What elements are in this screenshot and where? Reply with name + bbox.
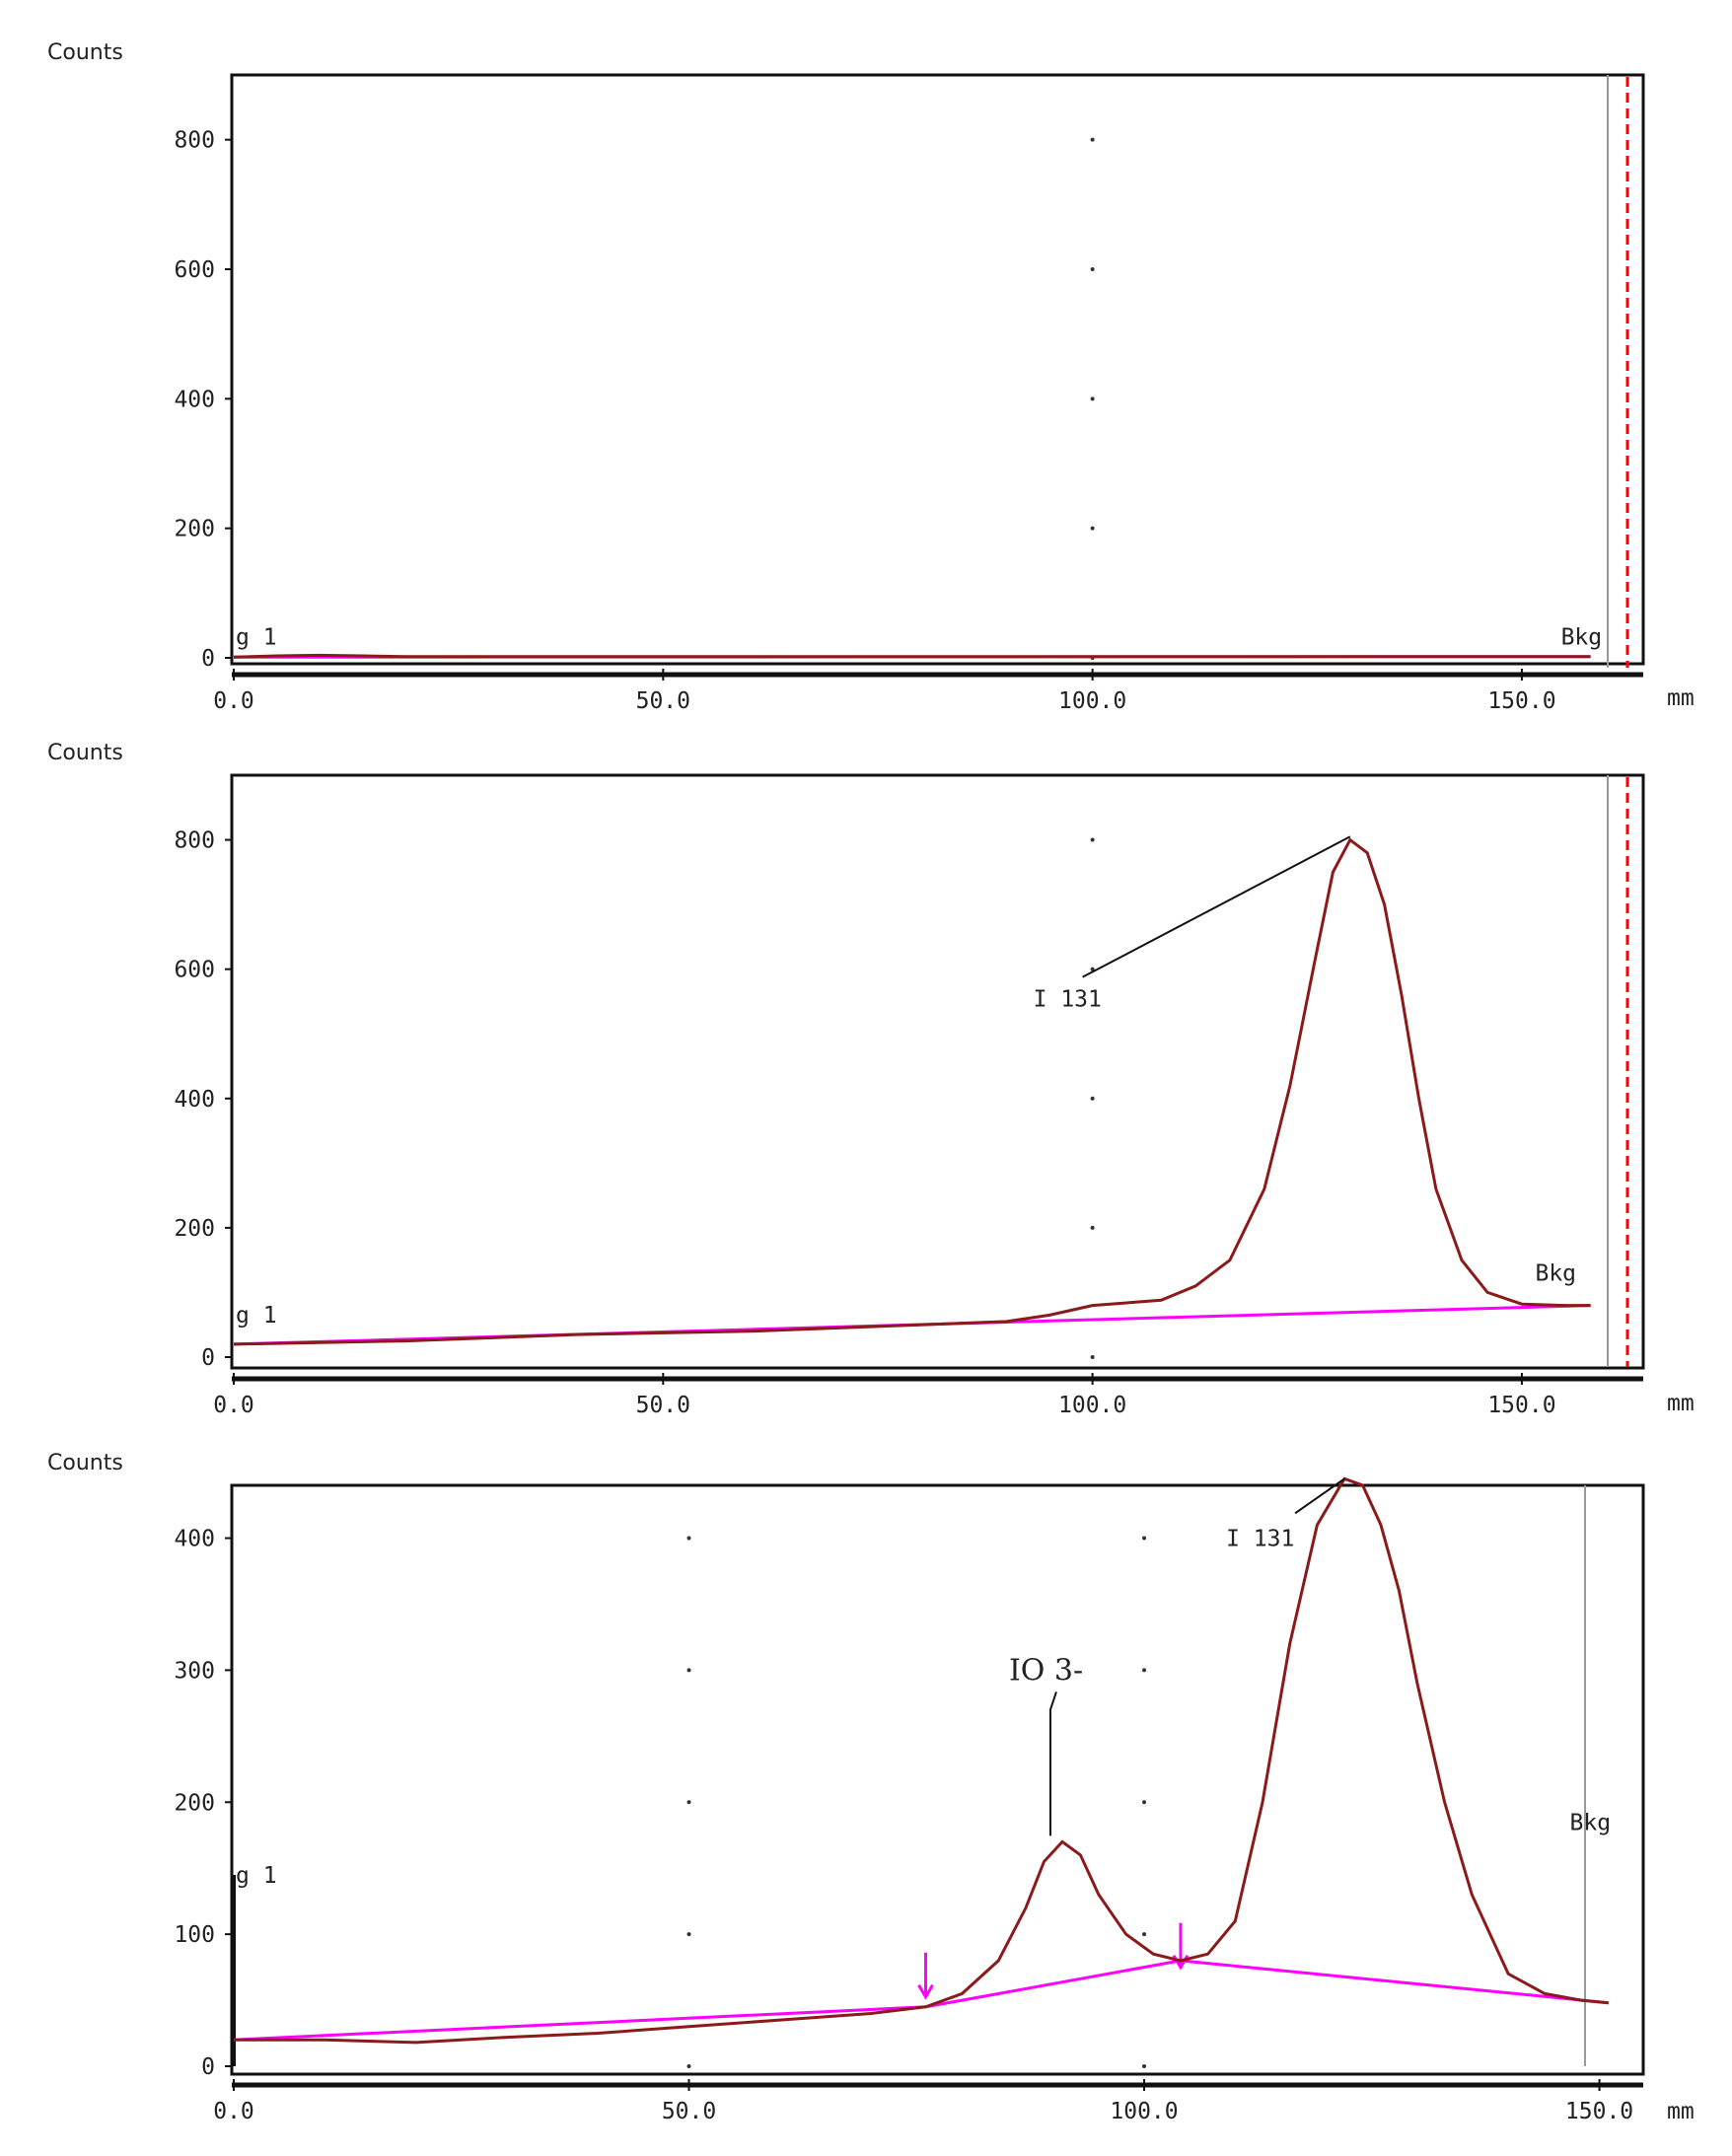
x-tick-label: 150.0 — [1487, 688, 1555, 714]
y-tick-label: 100 — [174, 1922, 215, 1948]
annotation-label: Bkg — [1561, 625, 1603, 651]
plot-frame — [230, 73, 1645, 666]
x-tick-label: 50.0 — [636, 688, 690, 714]
annotation-label: Bkg — [1570, 1810, 1612, 1835]
peak-label: I 131 — [1034, 987, 1102, 1013]
y-tick-labels: 0 100 200 300 400 — [174, 1527, 232, 2080]
grid-dot — [686, 1800, 691, 1805]
grid-dot — [1142, 1668, 1147, 1673]
region-arrow-head — [917, 1984, 934, 2000]
grid-dot — [1090, 396, 1095, 401]
grid-dot — [686, 2064, 691, 2068]
x-tick-label: 150.0 — [1565, 2099, 1633, 2124]
y-tick-label: 800 — [174, 828, 215, 854]
chart-panel-3: Counts 0 100 200 300 400 0.0 50.0 100.0 150.0 m… — [47, 1451, 1695, 2124]
y-tick-label: 200 — [174, 1790, 215, 1816]
x-tick-label: 0.0 — [213, 688, 254, 714]
y-gridlines — [1090, 837, 1095, 1359]
signal-trace — [233, 653, 1591, 659]
annotations: g 1 Bkg I 131 — [236, 835, 1576, 1329]
y-axis-label: Counts — [47, 741, 123, 765]
y-tick-label: 600 — [174, 257, 215, 283]
grid-dot — [1090, 967, 1095, 971]
y-tick-label: 0 — [201, 2054, 215, 2080]
grid-dot — [1142, 1932, 1147, 1937]
y-tick-label: 400 — [174, 1527, 215, 1552]
baseline-line — [233, 1959, 1609, 2042]
y-tick-label: 200 — [174, 517, 215, 542]
grid-dot — [1090, 1096, 1095, 1101]
y-tick-labels: 0 200 400 600 800 — [174, 828, 232, 1371]
y-tick-label: 0 — [201, 646, 215, 672]
y-tick-label: 200 — [174, 1216, 215, 1242]
grid-dot — [1090, 1355, 1095, 1359]
grid-dot — [1142, 1800, 1147, 1805]
grid-dot — [1142, 2064, 1147, 2068]
y-tick-label: 400 — [174, 387, 215, 412]
y-axis-label: Counts — [47, 40, 123, 65]
grid-dot — [686, 1668, 691, 1673]
grid-dot — [1090, 1225, 1095, 1230]
signal-trace — [234, 1476, 1609, 2045]
signal-trace — [233, 837, 1591, 1346]
chart-panel-2: Counts 0 200 400 600 800 0.0 50.0 100.0 150.0 m… — [47, 741, 1695, 1418]
y-tick-label: 400 — [174, 1087, 215, 1113]
chart-panel-1: Counts 0 200 400 600 800 0.0 50.0 100.0 150.0 m… — [47, 40, 1695, 714]
peak-label: I 131 — [1226, 1526, 1294, 1551]
grid-dot — [1090, 526, 1095, 531]
x-tick-label: 100.0 — [1110, 2099, 1178, 2124]
grid-dot — [1142, 1536, 1147, 1541]
x-tick-label: 150.0 — [1487, 1393, 1555, 1418]
y-gridlines — [1090, 137, 1095, 660]
y-tick-labels: 0 200 400 600 800 — [174, 128, 232, 672]
x-tick-label: 50.0 — [662, 2099, 716, 2124]
annotation-label: g 1 — [236, 1863, 277, 1889]
peak-leader-line — [1048, 1691, 1057, 1836]
y-tick-label: 0 — [201, 1345, 215, 1371]
x-axis-unit: mm — [1667, 1391, 1695, 1416]
grid-dot — [1090, 137, 1095, 142]
marker-lines — [1607, 75, 1629, 668]
x-tick-label: 0.0 — [213, 2099, 254, 2124]
x-tick-labels: 0.0 50.0 100.0 150.0 — [213, 2079, 1633, 2124]
y-tick-label: 600 — [174, 958, 215, 983]
annotation-label: g 1 — [236, 625, 277, 651]
annotations: g 1 Bkg — [236, 625, 1602, 651]
y-gridlines — [686, 1536, 1147, 2068]
annotation-label: Bkg — [1535, 1260, 1576, 1286]
peak-label: IO 3- — [1009, 1653, 1083, 1688]
x-tick-labels: 0.0 50.0 100.0 150.0 — [213, 1373, 1556, 1418]
x-axis-unit: mm — [1667, 2099, 1695, 2124]
grid-dot — [686, 1536, 691, 1541]
marker-lines — [1607, 775, 1629, 1367]
x-tick-label: 100.0 — [1058, 688, 1126, 714]
grid-dot — [1090, 267, 1095, 271]
x-tick-label: 100.0 — [1058, 1393, 1126, 1418]
x-tick-labels: 0.0 50.0 100.0 150.0 — [213, 669, 1556, 714]
x-tick-label: 0.0 — [213, 1393, 254, 1418]
y-tick-label: 300 — [174, 1658, 215, 1684]
x-axis-unit: mm — [1667, 685, 1695, 711]
plot-frame — [230, 773, 1645, 1370]
peak-leader-line — [1294, 1477, 1345, 1515]
grid-dot — [1090, 837, 1095, 842]
peak-leader-line — [1082, 835, 1351, 978]
y-tick-label: 800 — [174, 128, 215, 154]
x-tick-label: 50.0 — [636, 1393, 690, 1418]
y-axis-label: Counts — [47, 1451, 123, 1475]
annotation-label: g 1 — [236, 1303, 277, 1329]
grid-dot — [686, 1932, 691, 1937]
annotations: g 1 Bkg IO 3- I 131 — [236, 1477, 1612, 1889]
